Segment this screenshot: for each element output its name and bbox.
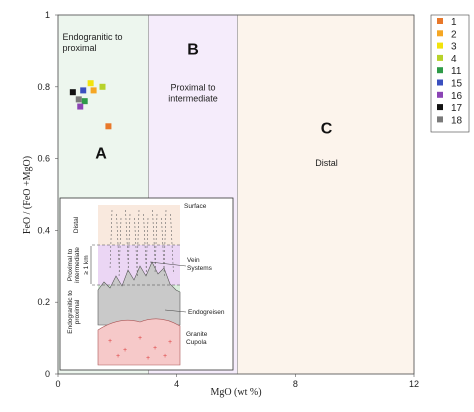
legend-swatch-3 bbox=[437, 42, 443, 49]
point-series-11 bbox=[81, 98, 88, 105]
inset-cross: + bbox=[146, 355, 150, 362]
point-series-15 bbox=[80, 87, 87, 94]
x-tick-label: 4 bbox=[174, 379, 179, 389]
zone-b-label-line1: Proximal to bbox=[170, 82, 215, 92]
legend-swatch-15 bbox=[437, 79, 443, 86]
y-tick-label: 0 bbox=[45, 369, 50, 379]
zone-b-letter: B bbox=[187, 41, 199, 58]
inset-cupola-shape bbox=[97, 318, 181, 366]
legend-label-3: 3 bbox=[451, 42, 457, 53]
y-tick-label: 0.6 bbox=[37, 154, 50, 164]
y-tick-label: 0.8 bbox=[37, 82, 50, 92]
inset-cross: + bbox=[116, 353, 120, 360]
legend-label-17: 17 bbox=[451, 103, 463, 114]
inset-cross: + bbox=[163, 353, 167, 360]
inset-label-scale: ≥ 1 km bbox=[83, 255, 90, 274]
legend-swatch-16 bbox=[437, 91, 443, 98]
inset-vein-line1: Vein bbox=[187, 257, 200, 264]
legend-swatch-4 bbox=[437, 54, 443, 61]
zone-b-label: Proximal to intermediate bbox=[168, 82, 218, 103]
point-series-16 bbox=[77, 103, 84, 110]
legend-label-4: 4 bbox=[451, 54, 457, 65]
y-tick-label: 1 bbox=[45, 10, 50, 20]
inset-label-vein-systems: Vein Systems bbox=[187, 257, 213, 272]
point-series-1 bbox=[105, 123, 112, 130]
zone-a-label: Endogranitic to proximal bbox=[62, 32, 122, 53]
axis-ticks: 0 4 8 12 0 0.2 0.4 0.6 0.8 1 bbox=[37, 10, 419, 389]
point-series-4 bbox=[99, 83, 106, 90]
inset-label-surface: Surface bbox=[184, 203, 207, 210]
zone-a-label-line2: proximal bbox=[62, 43, 96, 53]
zone-a-letter: A bbox=[95, 146, 107, 163]
inset-diagram: ++++++ + + Surface Vein Systems Endogreisen… bbox=[59, 197, 234, 371]
zone-a-label-line1: Endogranitic to bbox=[62, 32, 122, 42]
inset-ep-line2: proximal bbox=[74, 299, 81, 324]
y-tick-label: 0.2 bbox=[37, 297, 50, 307]
point-series-2 bbox=[90, 87, 97, 94]
point-series-18 bbox=[75, 96, 82, 103]
inset-cupola-line1: Granite bbox=[186, 331, 208, 338]
zone-c-label: Distal bbox=[315, 158, 338, 168]
legend-swatch-2 bbox=[437, 30, 443, 37]
zone-c-letter: C bbox=[321, 120, 333, 137]
legend-box bbox=[430, 14, 470, 133]
inset-label-proximal-intermediate: Proximal tointermediate bbox=[67, 247, 81, 283]
inset-vein-line2: Systems bbox=[187, 265, 213, 272]
inset-label-endogranitic-proximal: Endogranitic toproximal bbox=[67, 290, 81, 334]
x-tick-label: 12 bbox=[409, 379, 419, 389]
inset-cupola-line2: Cupola bbox=[186, 339, 207, 346]
plot-frame bbox=[57, 14, 415, 375]
inset-cross: + bbox=[123, 347, 127, 354]
zone-c bbox=[237, 14, 415, 375]
x-axis-title: MgO (wt %) bbox=[210, 387, 261, 398]
legend-swatch-18 bbox=[437, 116, 443, 123]
y-axis-title: FeO / (FeO +MgO) bbox=[22, 156, 33, 234]
legend-label-18: 18 bbox=[451, 115, 463, 126]
inset-endogreisen-shape bbox=[97, 261, 181, 326]
inset-label-granite-cupola: Granite Cupola bbox=[186, 331, 208, 346]
inset-label-distal: Distal bbox=[73, 216, 80, 233]
inset-pi-line2: intermediate bbox=[74, 247, 81, 283]
inset-label-endogreisen: Endogreisen bbox=[188, 309, 225, 316]
x-tick-label: 0 bbox=[55, 379, 60, 389]
legend-swatch-11 bbox=[437, 67, 443, 74]
legend-label-15: 15 bbox=[451, 79, 463, 90]
inset-endogreisen-pointer bbox=[164, 309, 187, 313]
point-series-3 bbox=[87, 80, 94, 87]
y-tick-label: 0.4 bbox=[37, 225, 50, 235]
legend-swatch-17 bbox=[437, 104, 443, 111]
legend-swatch-1 bbox=[437, 18, 443, 24]
inset-pi-line1: Proximal to bbox=[67, 248, 74, 281]
zone-labels: A Endogranitic to proximal B Proximal to inte… bbox=[62, 32, 337, 168]
legend-label-16: 16 bbox=[451, 91, 463, 102]
inset-cross: + bbox=[138, 335, 142, 342]
inset-vein-pointer bbox=[149, 261, 187, 267]
legend-label-11: 11 bbox=[451, 66, 462, 77]
x-tick-label: 8 bbox=[293, 379, 298, 389]
legend-label-2: 2 bbox=[451, 29, 457, 40]
zone-b-label-line2: intermediate bbox=[168, 93, 218, 103]
inset-cross: + bbox=[168, 339, 172, 346]
data-points bbox=[69, 80, 112, 130]
inset-cross: + bbox=[153, 345, 157, 352]
inset-ep-line1: Endogranitic to bbox=[67, 290, 74, 334]
legend-label-1: 1 bbox=[451, 17, 457, 28]
point-series-17 bbox=[69, 89, 76, 96]
inset-cupola-crosses: ++++++ + + bbox=[108, 335, 172, 362]
inset-cross: + bbox=[108, 338, 112, 345]
